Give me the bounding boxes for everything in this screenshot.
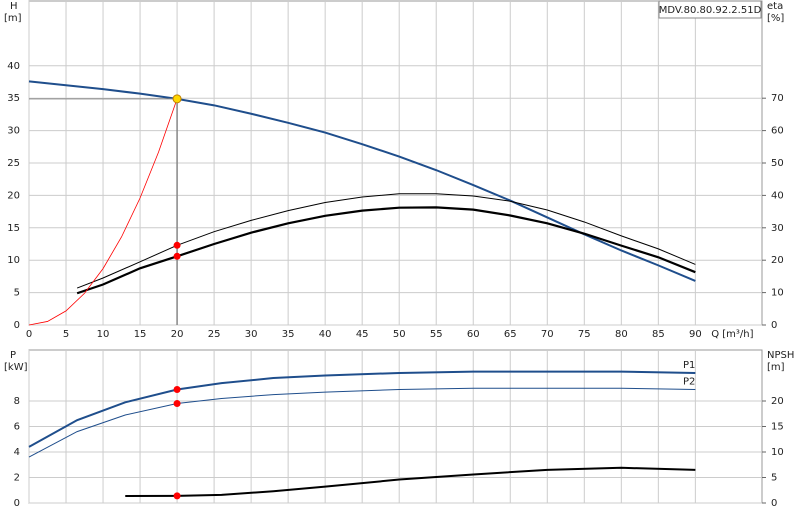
y-tick-label: 30	[7, 126, 20, 137]
duty-point	[173, 400, 181, 408]
x-tick-label: 90	[689, 329, 702, 340]
x-tick-label: 25	[208, 329, 221, 340]
y-tick-label: 4	[14, 447, 20, 458]
x-tick-label: 45	[356, 329, 369, 340]
duty-point	[173, 252, 181, 260]
y2-tick-label: 40	[771, 190, 784, 201]
series-line	[76, 193, 696, 289]
y2-tick-label: 20	[771, 396, 784, 407]
x-tick-label: 30	[245, 329, 258, 340]
x-axis-label: Q [m³/h]	[711, 329, 753, 340]
series-label: P2	[683, 377, 695, 388]
y-tick-label: 0	[14, 498, 20, 509]
y-tick-label: 8	[14, 396, 20, 407]
y2-tick-label: 50	[771, 158, 784, 169]
x-tick-label: 10	[97, 329, 110, 340]
y-tick-label: 25	[7, 158, 20, 169]
x-tick-label: 15	[134, 329, 147, 340]
y-tick-label: 15	[7, 223, 20, 234]
x-tick-label: 40	[319, 329, 332, 340]
y2-tick-label: 10	[771, 447, 784, 458]
x-tick-label: 35	[282, 329, 295, 340]
x-tick-label: 55	[430, 329, 443, 340]
y-axis-unit: [kW]	[4, 362, 28, 373]
series-line	[28, 370, 696, 448]
x-tick-label: 60	[467, 329, 480, 340]
y2-tick-label: 0	[771, 498, 777, 509]
y-tick-label: 5	[14, 288, 20, 299]
series-line	[28, 98, 178, 326]
y2-tick-label: 5	[771, 473, 777, 484]
x-tick-label: 65	[504, 329, 517, 340]
y2-tick-label: 0	[771, 320, 777, 331]
y2-tick-label: 20	[771, 255, 784, 266]
y-tick-label: 35	[7, 93, 20, 104]
duty-point	[173, 492, 181, 500]
series-line	[28, 387, 696, 458]
series-line	[125, 466, 696, 498]
x-tick-label: 50	[393, 329, 406, 340]
series-label: P1	[683, 360, 695, 371]
y2-tick-label: 10	[771, 288, 784, 299]
x-tick-label: 85	[652, 329, 665, 340]
y-tick-label: 0	[14, 320, 20, 331]
y2-axis-label: NPSH	[767, 350, 794, 361]
y2-axis-unit: [%]	[767, 13, 784, 24]
x-tick-label: 5	[63, 329, 69, 340]
y-axis-unit: [m]	[4, 13, 22, 24]
duty-point	[173, 386, 181, 394]
x-tick-label: 75	[578, 329, 591, 340]
y2-axis-unit: [m]	[767, 362, 785, 373]
x-tick-label: 20	[171, 329, 184, 340]
y2-tick-label: 30	[771, 223, 784, 234]
y-tick-label: 40	[7, 61, 20, 72]
model-label: MDV.80.80.92.2.51D	[659, 5, 762, 16]
duty-point	[172, 94, 182, 104]
y-tick-label: 2	[14, 473, 20, 484]
x-tick-label: 70	[541, 329, 554, 340]
x-tick-label: 80	[615, 329, 628, 340]
y-tick-label: 10	[7, 255, 20, 266]
model-box	[658, 0, 762, 19]
y-axis-label: P	[10, 350, 16, 361]
y-tick-label: 20	[7, 190, 20, 201]
series-line	[76, 206, 696, 295]
duty-point	[173, 241, 181, 249]
y2-axis-label: eta	[767, 1, 783, 12]
y2-tick-label: 70	[771, 93, 784, 104]
y-axis-label: H	[10, 1, 18, 12]
y-tick-label: 6	[14, 422, 20, 433]
y2-tick-label: 60	[771, 126, 784, 137]
y2-tick-label: 15	[771, 422, 784, 433]
x-tick-label: 0	[26, 329, 32, 340]
